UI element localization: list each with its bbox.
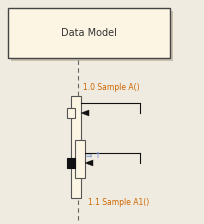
Polygon shape [81,110,89,116]
Bar [75,140,85,178]
Bar [11,11,173,61]
Text: ⇒ ↑: ⇒ ↑ [86,151,101,159]
Text: Data Model: Data Model [61,28,117,38]
Text: 1.0 Sample A(): 1.0 Sample A() [83,83,140,92]
Polygon shape [85,160,93,166]
Bar [71,96,81,198]
Bar [67,158,75,168]
Bar [8,8,170,58]
Bar [67,108,75,118]
Text: 1.1 Sample A1(): 1.1 Sample A1() [88,198,149,207]
